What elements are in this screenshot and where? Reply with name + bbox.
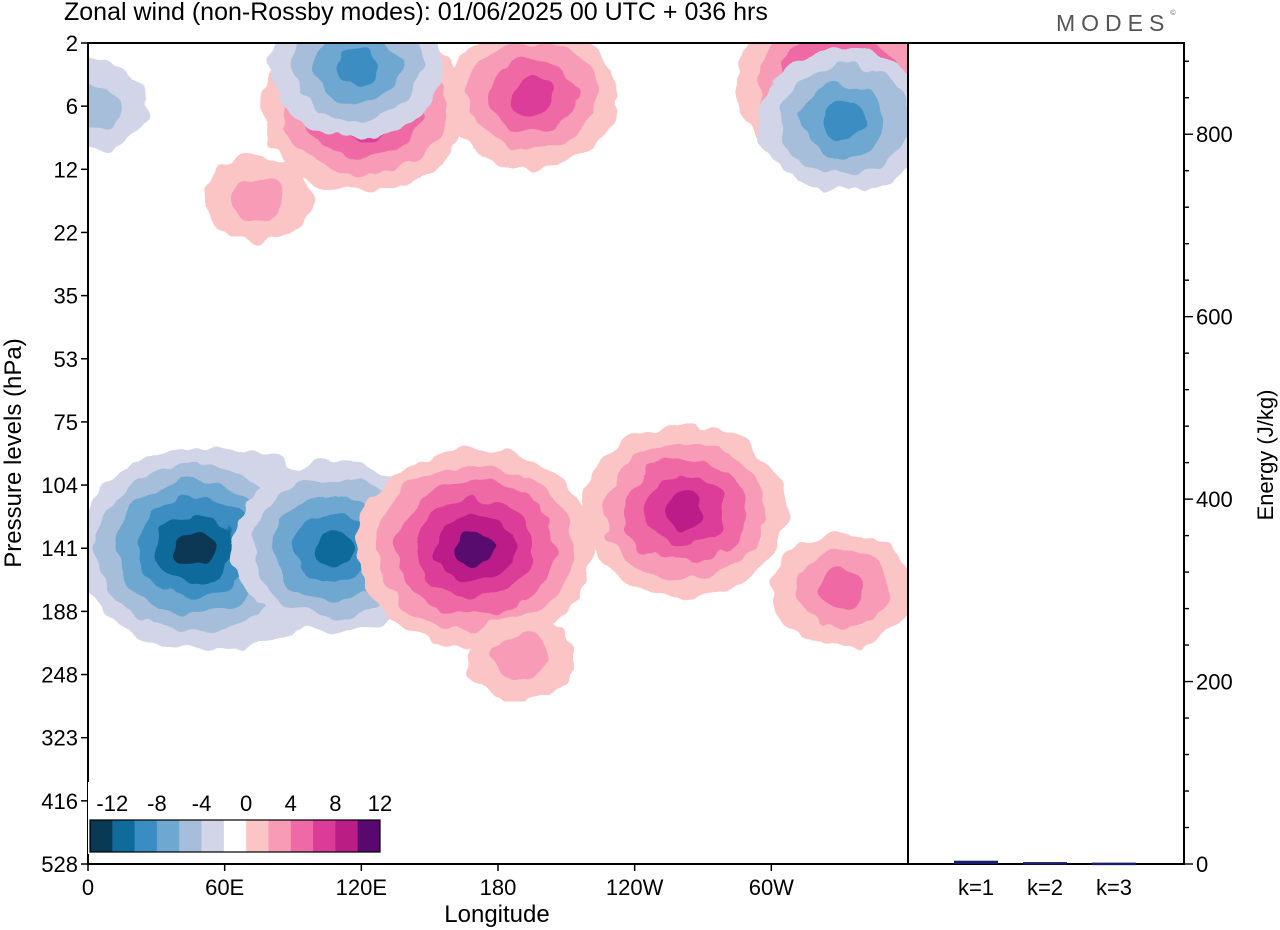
colorbar-swatch <box>134 820 158 852</box>
colorbar-label: 12 <box>368 791 392 816</box>
y-tick-label: 53 <box>54 347 78 372</box>
contour-level-5-2 <box>818 569 866 609</box>
x-tick-label: 60W <box>749 875 794 900</box>
colorbar-swatch <box>223 820 247 852</box>
energy-axis-label: Energy (J/kg) <box>1253 390 1278 521</box>
energy-bar-label: k=3 <box>1096 875 1132 900</box>
y-tick-label: 22 <box>54 220 78 245</box>
energy-bar-label: k=1 <box>958 875 994 900</box>
colorbar-swatch <box>357 820 381 852</box>
x-tick-label: 120W <box>606 875 664 900</box>
colorbar-swatch <box>90 820 113 852</box>
energy-bar-k=1 <box>954 860 998 864</box>
y-tick-label: 6 <box>66 94 78 119</box>
colorbar-swatch <box>112 820 136 852</box>
x-tick-label: 180 <box>480 875 517 900</box>
contour-level-2-4 <box>313 531 355 566</box>
y-axis-label: Pressure levels (hPa) <box>0 338 27 567</box>
energy-bars: k=1 k=2 k=3 <box>954 860 1136 900</box>
colorbar-label: -12 <box>96 791 128 816</box>
colorbar-label: -4 <box>192 791 212 816</box>
contour-level-9-3 <box>822 102 866 139</box>
colorbar-swatch <box>313 820 336 852</box>
colorbar-label: 8 <box>329 791 341 816</box>
colorbar-swatch <box>246 820 269 852</box>
y-tick-label: 416 <box>41 789 78 814</box>
pressure-axis: 2 6 12 22 35 53 75 104 141 188 248 323 416 528 <box>41 31 88 877</box>
contour-level-10-3 <box>335 48 379 85</box>
energy-tick-label: 600 <box>1196 305 1233 330</box>
y-tick-label: 12 <box>54 157 78 182</box>
colorbar-label: 4 <box>285 791 297 816</box>
y-tick-label: 35 <box>54 284 78 309</box>
energy-tick-label: 800 <box>1196 122 1233 147</box>
contour-level-3-5 <box>455 531 495 565</box>
y-tick-label: 188 <box>41 599 78 624</box>
contour-level-11-1 <box>231 177 286 222</box>
contour-level-7-3 <box>510 77 554 114</box>
colorbar-swatch <box>268 820 292 852</box>
y-tick-label: 528 <box>41 852 78 877</box>
energy-bar-k=2 <box>1023 862 1067 865</box>
modes-logo: MODES© <box>1056 10 1176 36</box>
energy-tick-label: 400 <box>1196 487 1233 512</box>
x-tick-label: 120E <box>336 875 387 900</box>
colorbar-frame <box>89 819 381 853</box>
x-axis-label: Longitude <box>444 901 549 928</box>
energy-tick-label: 200 <box>1196 670 1233 695</box>
y-tick-label: 141 <box>41 536 78 561</box>
colorbar-swatch <box>201 820 225 852</box>
contour-level-13-1 <box>88 84 122 129</box>
energy-tick-label: 0 <box>1196 852 1208 877</box>
colorbar-swatch <box>179 820 203 852</box>
energy-bar-k=3 <box>1092 862 1136 866</box>
y-tick-label: 248 <box>41 663 78 688</box>
colorbar-legend: -12 -8 -4 0 4 8 12 <box>88 782 392 854</box>
y-tick-label: 323 <box>41 726 78 751</box>
contour-level-4-4 <box>664 494 706 529</box>
colorbar-swatch <box>335 820 359 852</box>
y-tick-label: 75 <box>54 410 78 435</box>
y-tick-label: 2 <box>66 31 78 56</box>
energy-axis: 0 200 400 600 800 <box>1184 60 1233 877</box>
colorbar-swatch <box>156 820 180 852</box>
colorbar-label: -8 <box>147 791 167 816</box>
colorbar-swatch <box>290 820 314 852</box>
contour-level-1-5 <box>175 531 215 565</box>
x-tick-label: 0 <box>82 875 94 900</box>
contour-field <box>88 43 908 702</box>
energy-frame <box>907 42 1185 865</box>
contour-level-12-1 <box>493 635 548 680</box>
chart-title: Zonal wind (non-Rossby modes): 01/06/202… <box>64 0 768 26</box>
y-tick-label: 104 <box>41 473 78 498</box>
x-tick-label: 60E <box>205 875 244 900</box>
energy-bar-label: k=2 <box>1027 875 1063 900</box>
longitude-axis: 0 60E 120E 180 120W 60W <box>82 864 794 900</box>
colorbar-label: 0 <box>240 791 252 816</box>
